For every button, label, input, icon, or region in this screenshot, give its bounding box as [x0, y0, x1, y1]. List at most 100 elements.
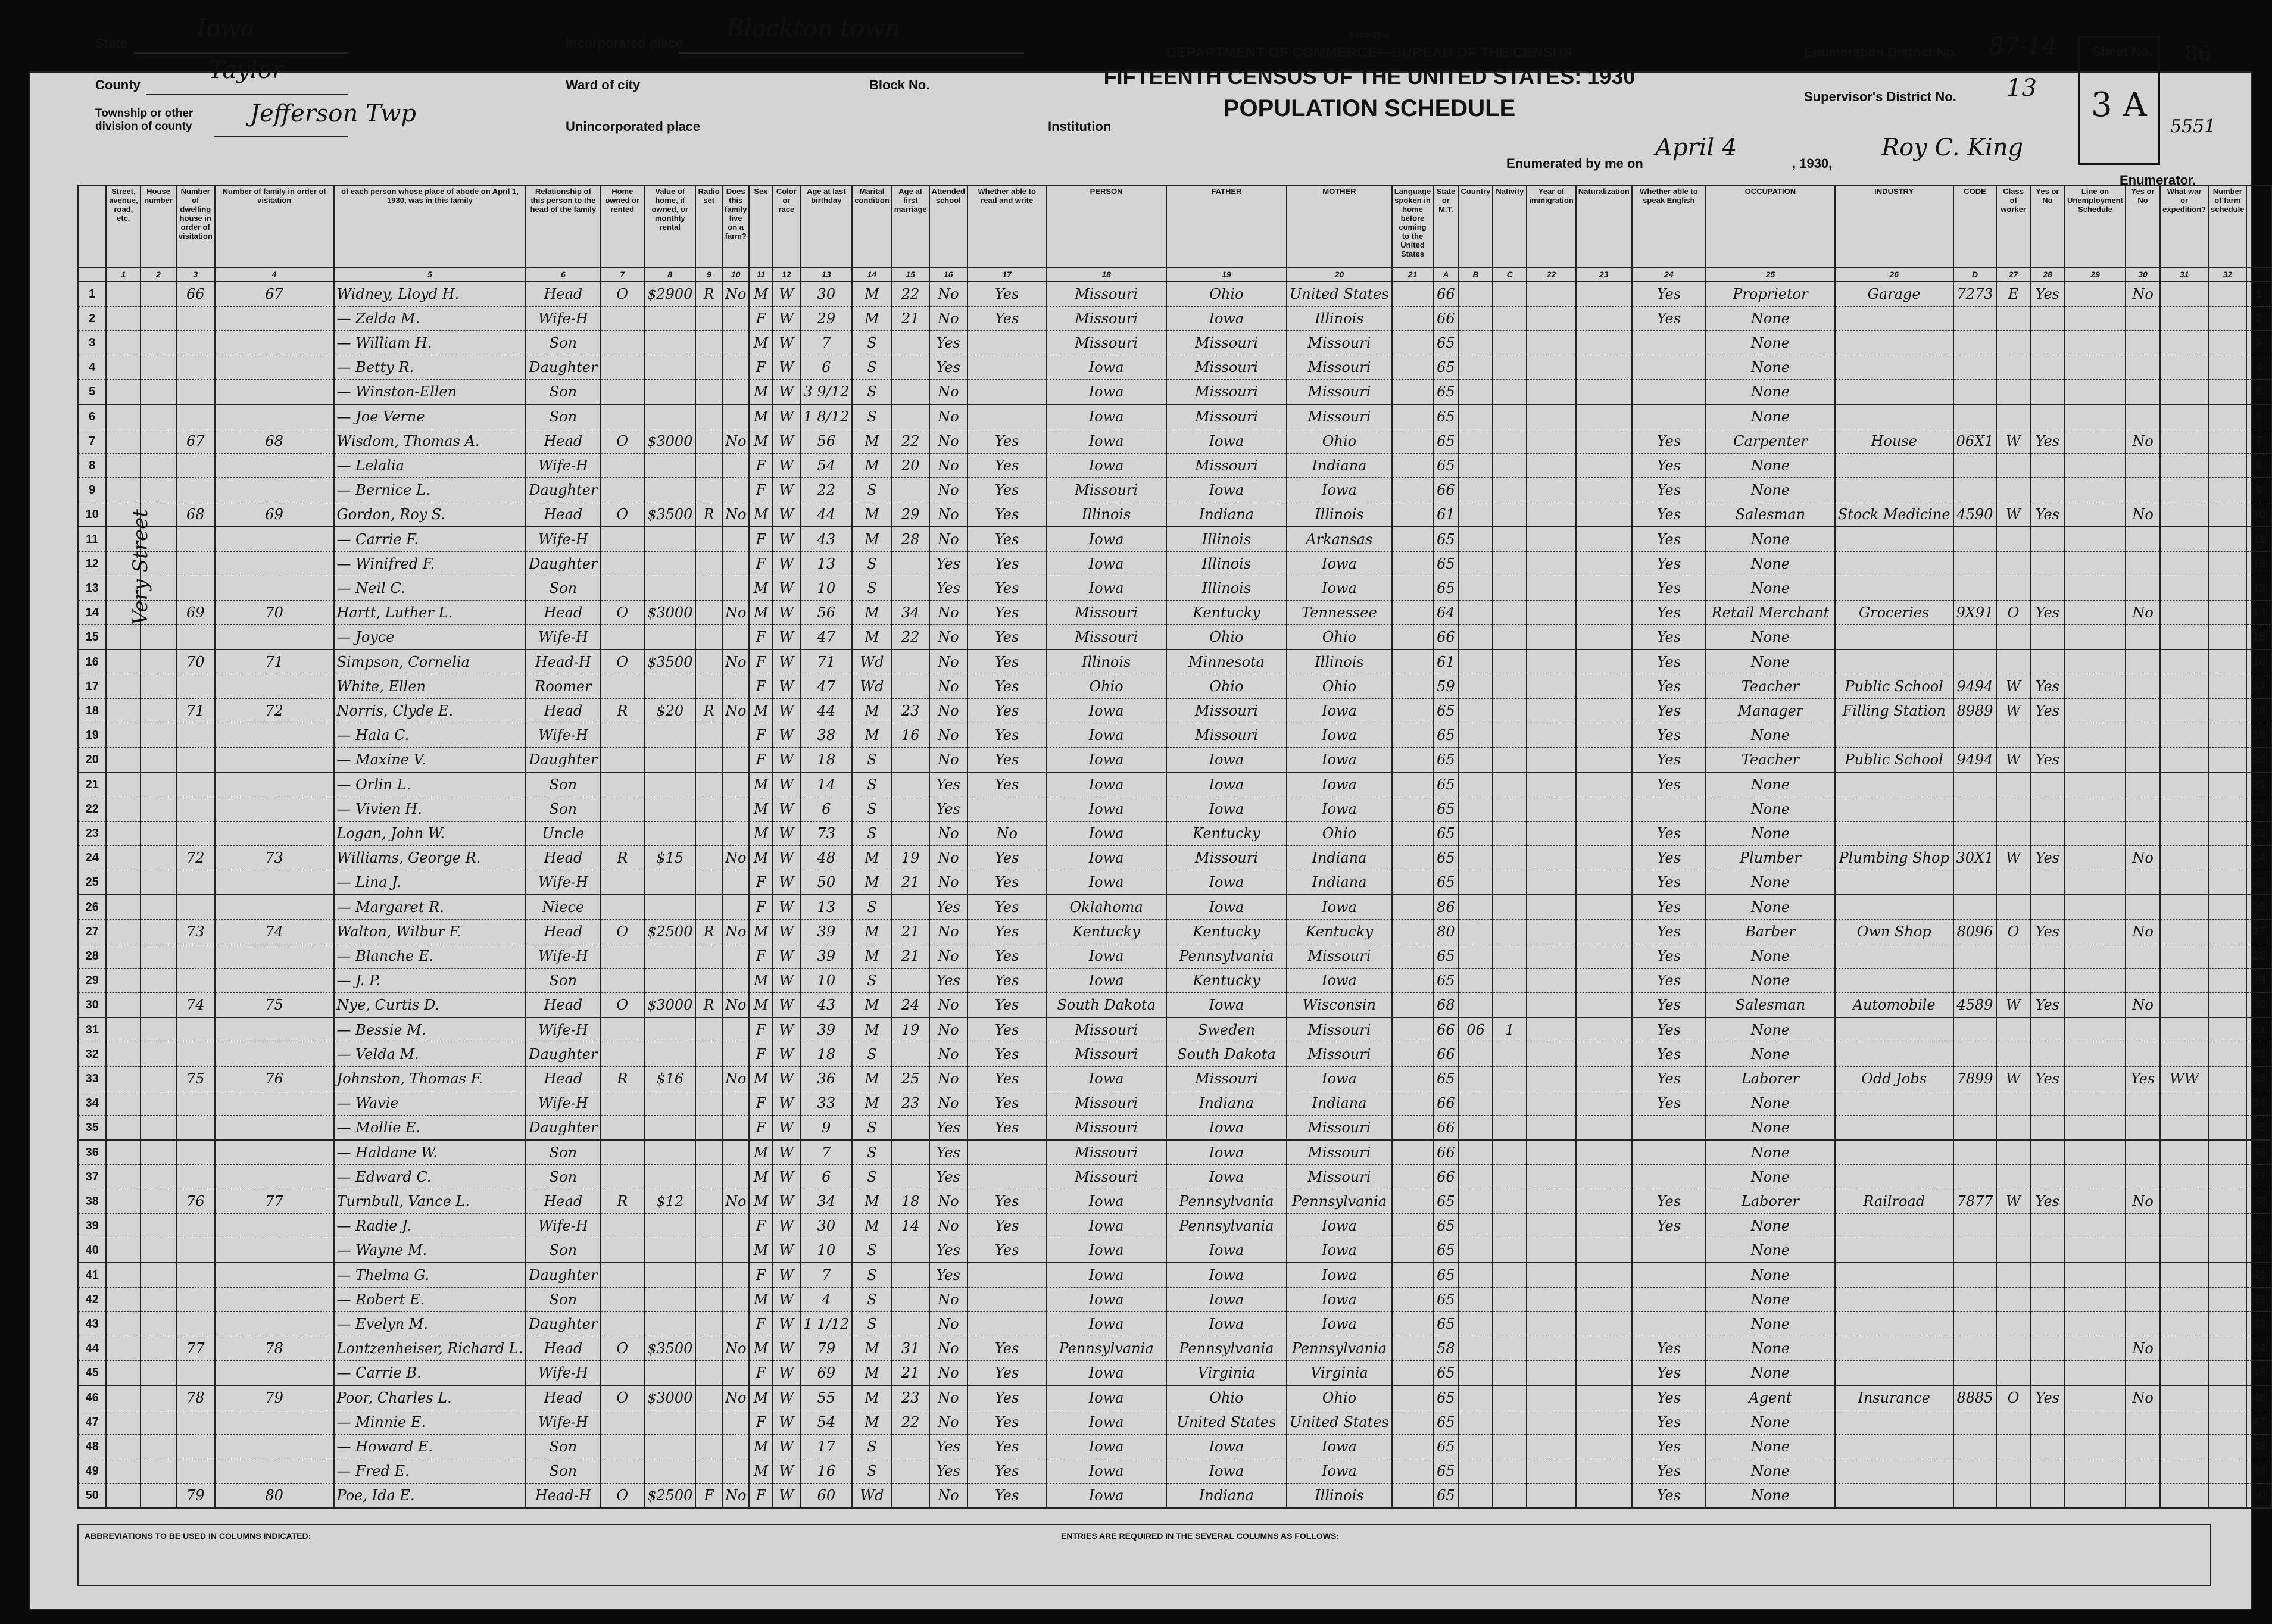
relationship: Wife-H	[525, 1410, 601, 1435]
farm	[721, 576, 750, 601]
industry	[1834, 723, 1954, 748]
immigration-year	[1526, 576, 1577, 601]
line-number: 12	[77, 551, 107, 576]
immigration-year	[1526, 404, 1577, 429]
sex: F	[748, 624, 773, 650]
home-value: $20	[644, 698, 697, 723]
radio	[695, 870, 723, 895]
relationship: Son	[525, 1164, 601, 1189]
person-name: Gordon, Roy S.	[333, 502, 527, 527]
class-of-worker: O	[1996, 919, 2031, 944]
street	[105, 649, 142, 674]
table-row: 22— Vivien H. Son M W 6 S Yes Iowa Iowa Iowa 65 Non…	[77, 797, 2272, 822]
naturalization	[1575, 845, 1633, 870]
class-of-worker	[1996, 1483, 2031, 1509]
house-number	[140, 1238, 177, 1263]
ward-label: Ward of city	[566, 77, 641, 92]
employed: Yes	[2029, 747, 2066, 773]
birthplace-father: Pennsylvania	[1165, 1336, 1288, 1361]
line-number: 40	[77, 1238, 107, 1263]
language	[1391, 429, 1434, 454]
marital-status: M	[851, 282, 892, 307]
house-number	[140, 282, 177, 307]
column-header: CODE	[1952, 185, 1998, 268]
home-value	[644, 379, 697, 405]
attended-school: No	[928, 845, 968, 870]
sex: M	[748, 968, 773, 993]
line-number-right: 16	[2246, 649, 2272, 674]
age-first-marriage: 29	[891, 502, 930, 527]
table-row: 43— Evelyn M. Daughter F W 1 1/12 S No Iowa Iowa…	[77, 1311, 2272, 1336]
house-number	[140, 1336, 177, 1361]
immigration-year	[1526, 1213, 1577, 1238]
code-a: 65	[1433, 1311, 1459, 1336]
birthplace-person: Iowa	[1046, 1263, 1167, 1288]
farm-schedule	[2208, 698, 2248, 723]
occupation-code	[1952, 306, 1998, 331]
read-write: Yes	[966, 1115, 1047, 1141]
house-number	[140, 845, 177, 870]
industry	[1834, 355, 1954, 380]
farm: No	[721, 1336, 750, 1361]
line-number: 36	[77, 1140, 107, 1165]
occupation-code	[1952, 477, 1998, 502]
attended-school: No	[928, 1410, 968, 1435]
street	[105, 429, 142, 454]
relationship: Daughter	[525, 1115, 601, 1141]
person-name: Norris, Clyde E.	[333, 698, 527, 723]
industry: Public School	[1834, 674, 1954, 699]
column-header: Home owned or rented	[600, 185, 645, 268]
read-write: Yes	[966, 649, 1047, 674]
race: W	[772, 1410, 801, 1435]
birthplace-person: Missouri	[1046, 1140, 1167, 1165]
age: 54	[800, 453, 853, 478]
relationship: Wife-H	[525, 306, 601, 331]
speaks-english: Yes	[1631, 698, 1707, 723]
county-value: Taylor	[208, 57, 284, 84]
code-b	[1458, 600, 1494, 625]
unemployment-line	[2064, 649, 2126, 674]
war	[2159, 1091, 2209, 1116]
birthplace-father: Iowa	[1165, 992, 1288, 1018]
birthplace-person: Missouri	[1046, 1042, 1167, 1067]
family-number	[214, 527, 335, 552]
attended-school: Yes	[928, 330, 968, 355]
line-number-right: 32	[2246, 1042, 2272, 1067]
industry	[1834, 379, 1954, 405]
sex: M	[748, 330, 773, 355]
industry	[1834, 1091, 1954, 1116]
table-row: 1 66 67 Widney, Lloyd H. Head O $2900 R No M W 30 M 2…	[77, 282, 2272, 307]
naturalization	[1575, 527, 1633, 552]
marital-status: S	[851, 1115, 892, 1141]
person-name: — Lelalia	[333, 453, 527, 478]
house-number	[140, 1483, 177, 1509]
birthplace-father: Minnesota	[1165, 649, 1288, 674]
age: 10	[800, 968, 853, 993]
farm: No	[721, 698, 750, 723]
code-c	[1492, 1066, 1528, 1091]
marital-status: S	[851, 895, 892, 920]
person-name: — Joe Verne	[333, 404, 527, 429]
war	[2159, 1434, 2209, 1459]
code-a: 65	[1433, 453, 1459, 478]
immigration-year	[1526, 355, 1577, 380]
sex: M	[748, 1066, 773, 1091]
line-number: 29	[77, 968, 107, 993]
unemployment-line	[2064, 600, 2126, 625]
radio	[695, 1115, 723, 1141]
naturalization	[1575, 1238, 1633, 1263]
war	[2159, 845, 2209, 870]
marital-status: M	[851, 306, 892, 331]
read-write	[966, 797, 1047, 822]
veteran	[2124, 355, 2161, 380]
unemployment-line	[2064, 919, 2126, 944]
radio	[695, 551, 723, 576]
code-b	[1458, 1434, 1494, 1459]
person-name: — Wavie	[333, 1091, 527, 1116]
dwelling-number	[175, 477, 216, 502]
code-a: 65	[1433, 1238, 1459, 1263]
class-of-worker	[1996, 1042, 2031, 1067]
street	[105, 992, 142, 1018]
language	[1391, 306, 1434, 331]
code-a: 68	[1433, 992, 1459, 1018]
